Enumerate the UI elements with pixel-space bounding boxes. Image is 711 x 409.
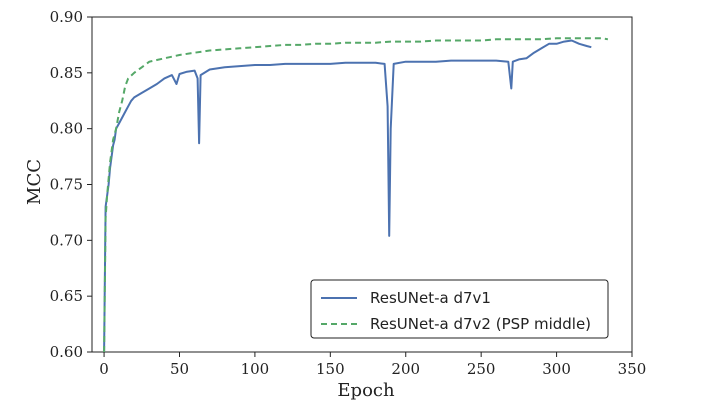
series-line-1 [103, 39, 592, 353]
x-tick-label: 350 [618, 360, 647, 378]
x-tick-label: 200 [391, 360, 420, 378]
y-tick-label: 0.70 [50, 231, 83, 249]
y-tick-label: 0.85 [50, 64, 83, 82]
x-tick-label: 0 [99, 360, 109, 378]
x-tick-label: 100 [241, 360, 270, 378]
legend-label-1: ResUNet-a d7v1 [370, 289, 491, 307]
ticks-layer: 0 50 100 150 200 250 300 350 0.60 0.65 0.70 0.75 0.8… [50, 8, 647, 378]
y-tick-label: 0.80 [50, 120, 83, 138]
x-tick-label: 50 [170, 360, 189, 378]
x-tick-label: 250 [467, 360, 496, 378]
y-tick-label: 0.60 [50, 343, 83, 361]
y-tick-label: 0.75 [50, 176, 83, 194]
y-tick-label: 0.90 [50, 8, 83, 26]
legend-label-2: ResUNet-a d7v2 (PSP middle) [370, 315, 591, 333]
y-axis-label: MCC [24, 159, 45, 205]
legend: ResUNet-a d7v1 ResUNet-a d7v2 (PSP middle… [310, 279, 609, 339]
series-layer [103, 37, 609, 353]
y-tick-label: 0.65 [50, 287, 83, 305]
legend-box [310, 279, 609, 339]
x-tick-label: 300 [542, 360, 571, 378]
x-tick-label: 150 [316, 360, 345, 378]
series-line-2 [103, 37, 609, 353]
x-axis-label: Epoch [337, 380, 395, 401]
